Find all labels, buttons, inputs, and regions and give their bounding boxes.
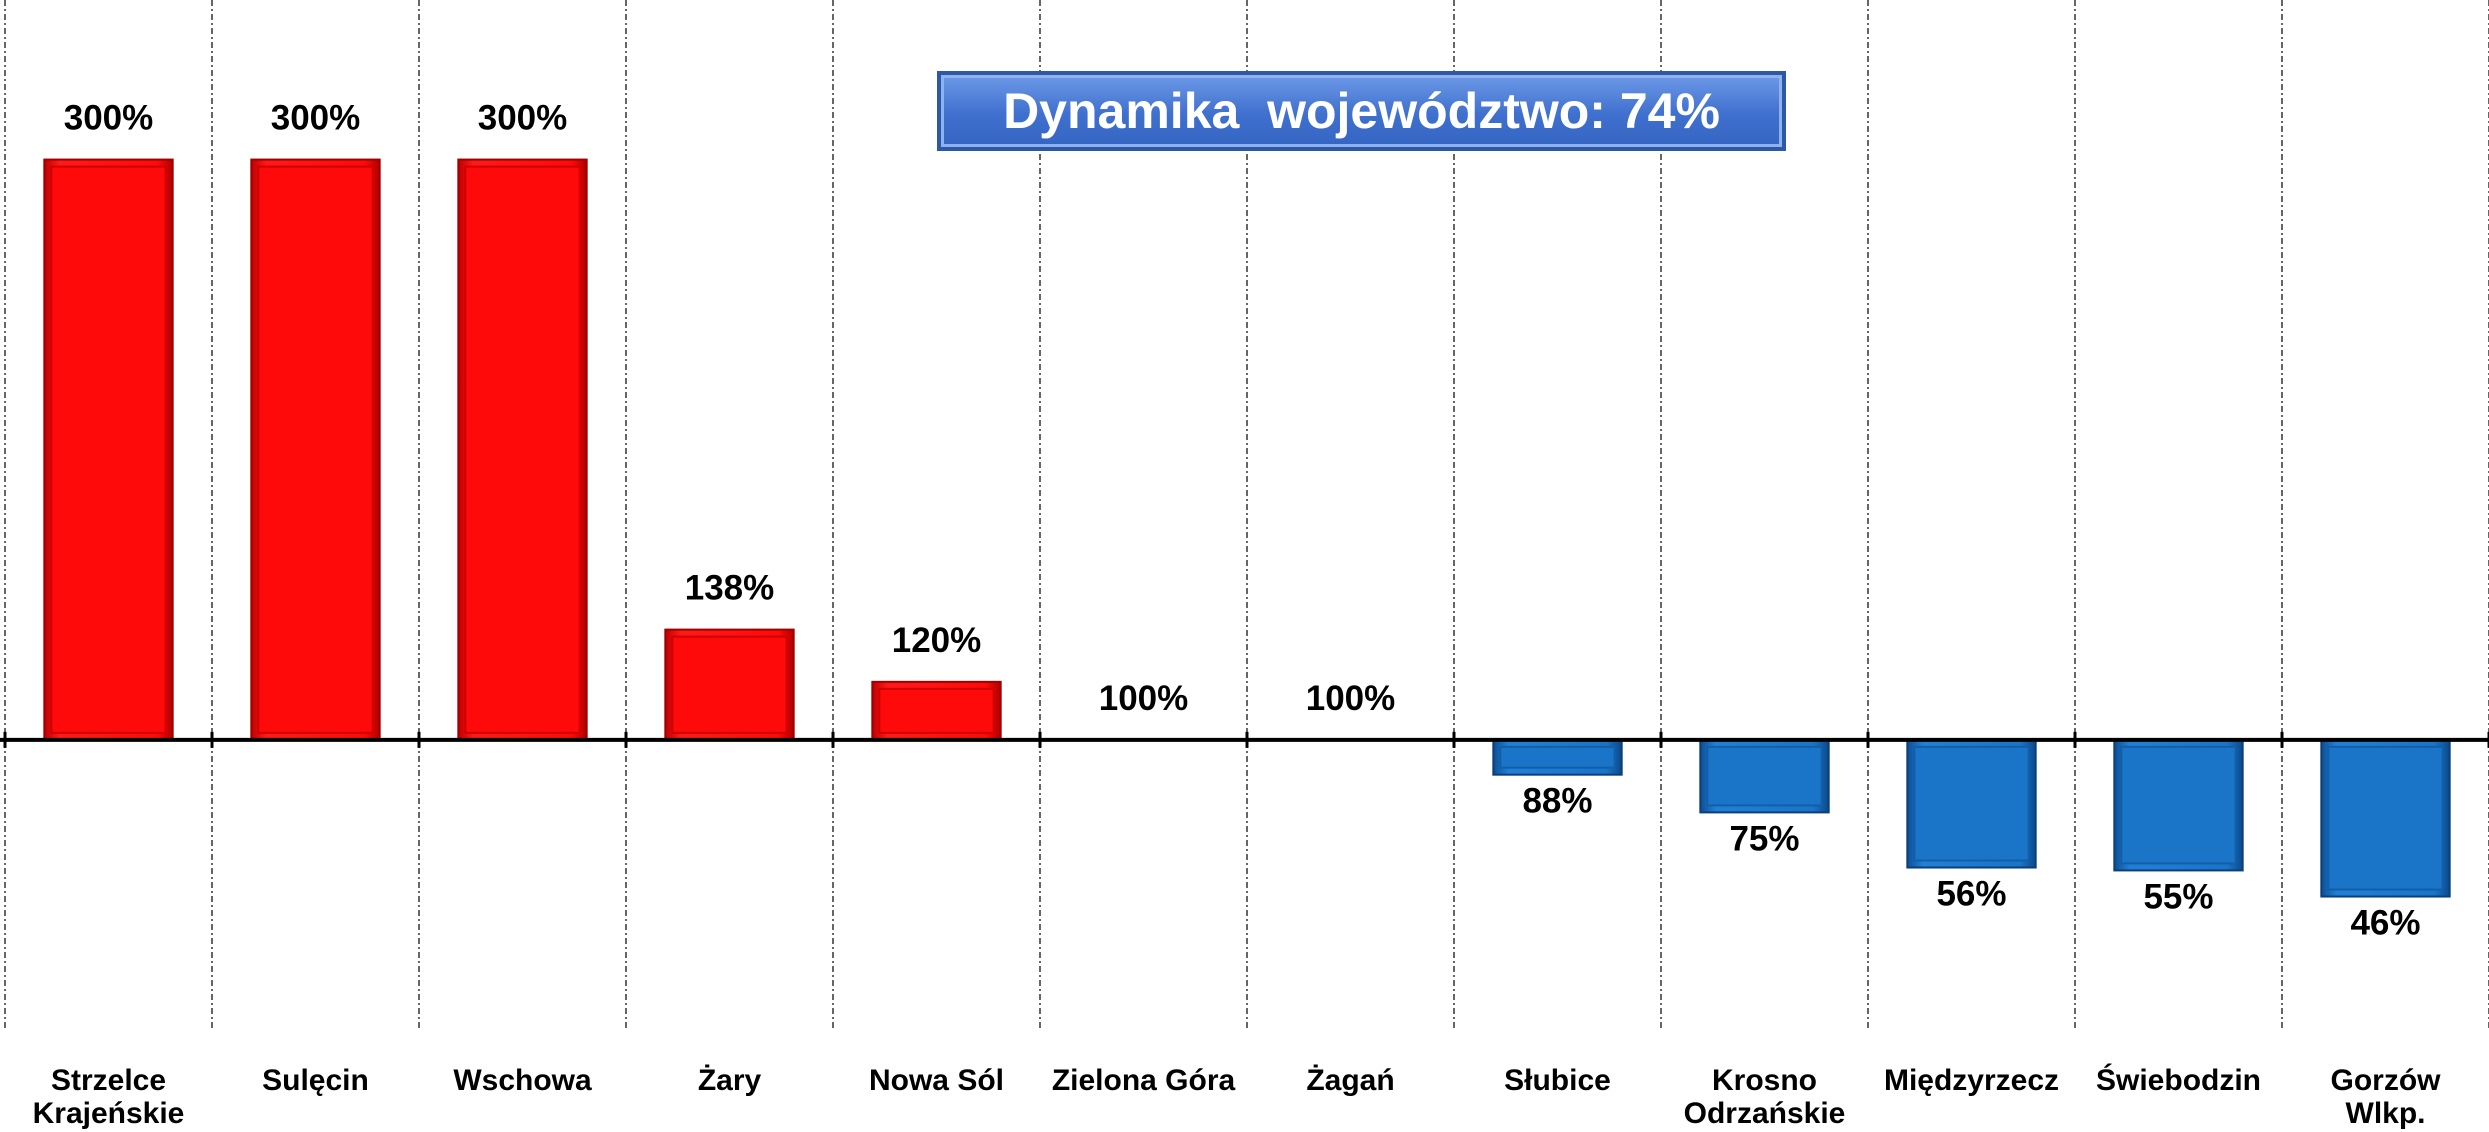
x-tick-label: Strzelce Krajeńskie xyxy=(32,1064,185,1130)
value-label: 300% xyxy=(478,99,568,138)
x-tick-label: Świebodzin xyxy=(2096,1064,2261,1097)
value-label: 75% xyxy=(1729,819,1799,858)
bar-bevel xyxy=(671,635,788,734)
x-tick-label: Żagań xyxy=(1306,1064,1395,1097)
bar-bevel xyxy=(1913,745,2030,862)
value-label: 100% xyxy=(1306,679,1396,718)
value-label: 300% xyxy=(64,99,154,138)
value-label: 46% xyxy=(2350,904,2420,943)
bar-bevel xyxy=(2327,745,2444,891)
x-tick-label: Krosno Odrzańskie xyxy=(1683,1064,1846,1130)
value-label: 56% xyxy=(1936,875,2006,914)
x-tick-label: Międzyrzecz xyxy=(1883,1064,2060,1097)
x-tick-label: Nowa Sól xyxy=(868,1064,1004,1097)
bar-bevel xyxy=(464,165,581,734)
x-tick-label: Żary xyxy=(697,1064,762,1097)
x-tick-label: Zielona Góra xyxy=(1051,1064,1236,1097)
x-tick-label: Sulęcin xyxy=(262,1064,369,1097)
value-label: 300% xyxy=(271,99,361,138)
summary-box: Dynamika województwo: 74% xyxy=(937,71,1786,151)
value-label: 120% xyxy=(892,621,982,660)
bar-bevel xyxy=(878,687,995,734)
value-label: 88% xyxy=(1522,782,1592,821)
value-label: 138% xyxy=(685,569,775,608)
x-tick-label: Wschowa xyxy=(453,1064,592,1097)
x-tick-label: Gorzów Wlkp. xyxy=(2330,1064,2441,1130)
value-label: 55% xyxy=(2143,877,2213,916)
bar-bevel xyxy=(257,165,374,734)
bar-bevel xyxy=(2120,745,2237,865)
value-label: 100% xyxy=(1099,679,1189,718)
x-tick-label: Słubice xyxy=(1504,1064,1611,1097)
bar-bevel xyxy=(1706,745,1823,807)
bar-bevel xyxy=(1499,745,1616,769)
bar-bevel xyxy=(50,165,167,734)
